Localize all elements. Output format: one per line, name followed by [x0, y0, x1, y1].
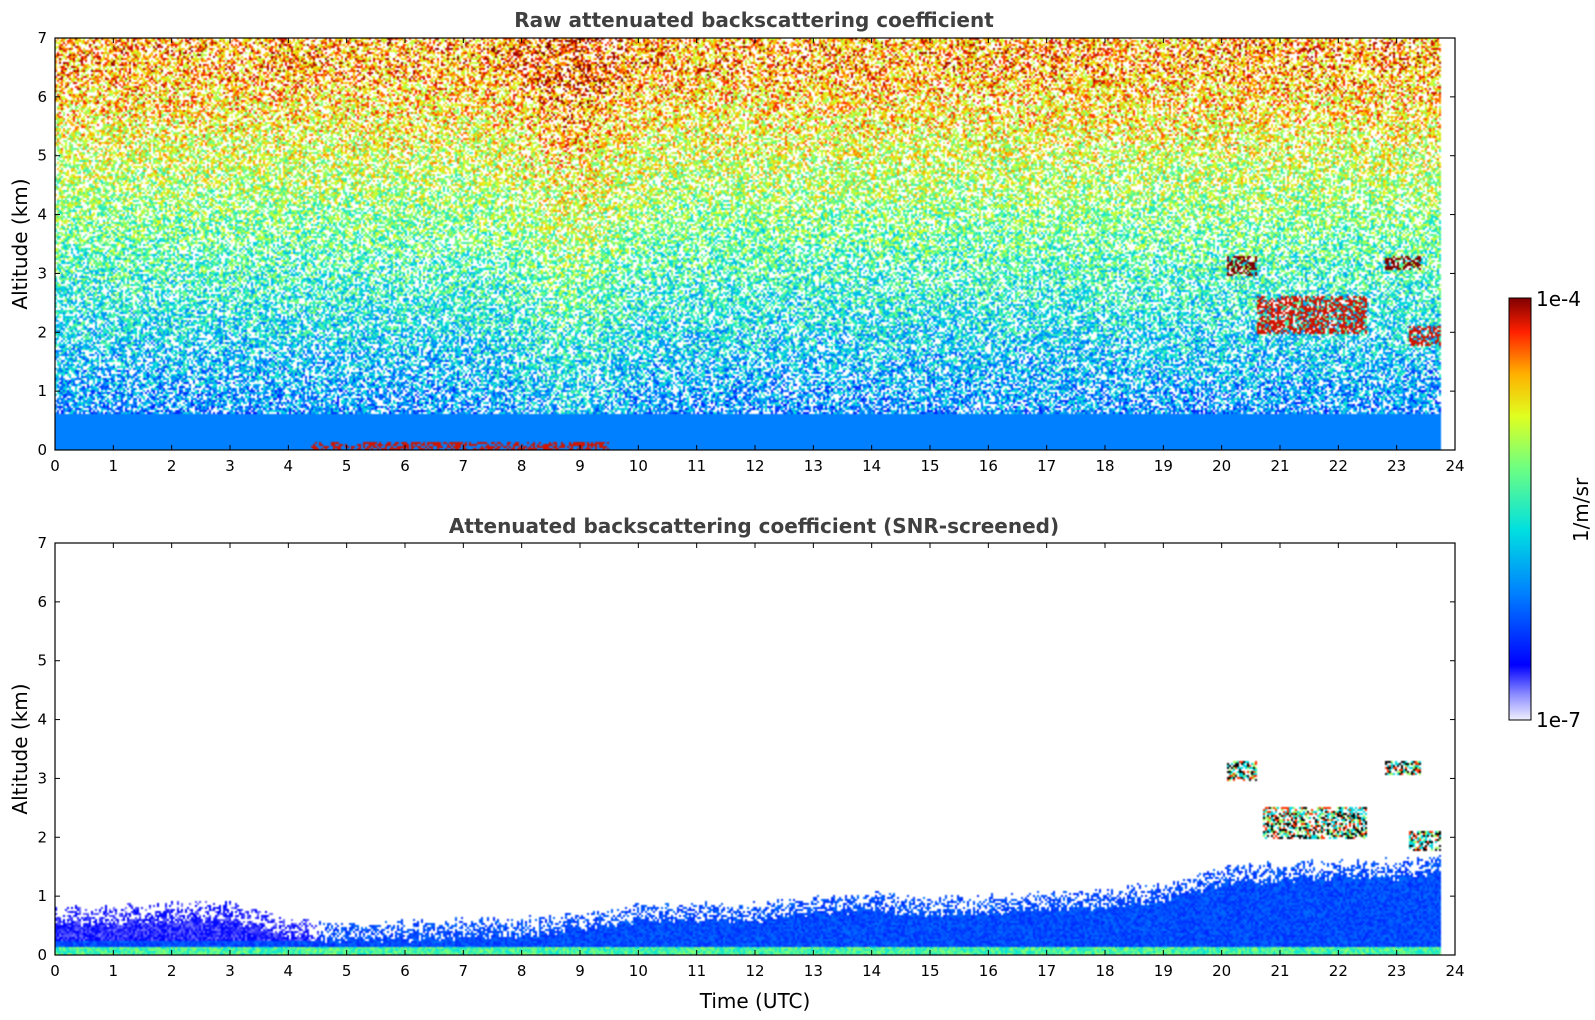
y-tick-label: 4: [37, 711, 47, 729]
x-tick-label: 12: [745, 457, 764, 475]
chart-title: Raw attenuated backscattering coefficien…: [514, 8, 994, 32]
x-tick-label: 4: [284, 457, 294, 475]
x-tick-label: 13: [804, 457, 823, 475]
y-tick-label: 0: [37, 441, 47, 459]
y-axis-ticks: 0 1 2 3 4 5 6 7: [37, 29, 1455, 459]
y-axis-label: Altitude (km): [8, 683, 32, 814]
x-tick-label: 0: [50, 457, 60, 475]
x-tick-label: 10: [629, 457, 648, 475]
y-tick-label: 1: [37, 382, 47, 400]
y-tick-label: 5: [37, 652, 47, 670]
colorbar-min-label: 1e-7: [1536, 708, 1581, 732]
x-tick-label: 18: [1095, 962, 1114, 980]
x-tick-label: 18: [1095, 457, 1114, 475]
x-tick-label: 24: [1445, 962, 1464, 980]
raw-backscatter-panel: Raw attenuated backscattering coefficien…: [8, 8, 1465, 475]
x-tick-label: 11: [687, 457, 706, 475]
x-tick-label: 3: [225, 457, 235, 475]
y-tick-label: 0: [37, 946, 47, 964]
x-tick-label: 9: [575, 962, 585, 980]
x-tick-label: 17: [1037, 962, 1056, 980]
x-tick-label: 24: [1445, 457, 1464, 475]
x-tick-label: 19: [1154, 962, 1173, 980]
x-tick-label: 15: [920, 457, 939, 475]
colorbar: 1e-4 1e-7 1/m/sr: [1508, 287, 1593, 732]
y-tick-label: 3: [37, 769, 47, 787]
x-tick-label: 14: [862, 962, 881, 980]
x-tick-label: 12: [745, 962, 764, 980]
x-tick-label: 17: [1037, 457, 1056, 475]
x-tick-label: 0: [50, 962, 60, 980]
x-axis-ticks: 0 1 2 3 4 5 6 7 8 9 10 11 12 13 14 15 16 17 18 19 20 21 22 23 24: [50, 543, 1465, 980]
x-tick-label: 1: [109, 457, 119, 475]
x-tick-label: 22: [1329, 962, 1348, 980]
x-tick-label: 8: [517, 962, 527, 980]
x-tick-label: 6: [400, 962, 410, 980]
x-axis-ticks: 0 1 2 3 4 5 6 7 8 9 10 11 12 13 14 15 16 17 18 19 20 21 22 23 24: [50, 38, 1465, 475]
x-tick-label: 7: [459, 962, 469, 980]
y-tick-label: 5: [37, 147, 47, 165]
x-tick-label: 6: [400, 457, 410, 475]
y-tick-label: 7: [37, 534, 47, 552]
y-tick-label: 6: [37, 593, 47, 611]
colorbar-gradient: [1508, 297, 1532, 721]
x-tick-label: 5: [342, 962, 352, 980]
x-tick-label: 11: [687, 962, 706, 980]
colorbar-unit-label: 1/m/sr: [1569, 477, 1593, 542]
y-axis-label: Altitude (km): [8, 178, 32, 309]
y-tick-label: 1: [37, 887, 47, 905]
x-tick-label: 22: [1329, 457, 1348, 475]
x-tick-label: 2: [167, 962, 177, 980]
x-tick-label: 4: [284, 962, 294, 980]
x-tick-label: 16: [979, 457, 998, 475]
x-tick-label: 16: [979, 962, 998, 980]
backscatter-heatmap: [55, 543, 1455, 955]
backscatter-heatmap: [55, 38, 1455, 450]
x-tick-label: 5: [342, 457, 352, 475]
x-tick-label: 15: [920, 962, 939, 980]
x-tick-label: 23: [1387, 457, 1406, 475]
y-axis-ticks: 0 1 2 3 4 5 6 7: [37, 534, 1455, 964]
snr-screened-panel: Attenuated backscattering coefficient (S…: [8, 514, 1465, 1013]
y-tick-label: 3: [37, 264, 47, 282]
chart-title: Attenuated backscattering coefficient (S…: [449, 514, 1059, 538]
x-tick-label: 7: [459, 457, 469, 475]
y-tick-label: 2: [37, 828, 47, 846]
colorbar-max-label: 1e-4: [1536, 287, 1581, 311]
x-tick-label: 2: [167, 457, 177, 475]
x-tick-label: 10: [629, 962, 648, 980]
y-tick-label: 7: [37, 29, 47, 47]
x-tick-label: 13: [804, 962, 823, 980]
x-tick-label: 8: [517, 457, 527, 475]
y-tick-label: 2: [37, 323, 47, 341]
x-tick-label: 21: [1270, 962, 1289, 980]
x-tick-label: 1: [109, 962, 119, 980]
y-tick-label: 6: [37, 88, 47, 106]
x-tick-label: 20: [1212, 457, 1231, 475]
x-tick-label: 21: [1270, 457, 1289, 475]
x-tick-label: 19: [1154, 457, 1173, 475]
x-axis-label: Time (UTC): [699, 989, 811, 1013]
x-tick-label: 20: [1212, 962, 1231, 980]
y-tick-label: 4: [37, 206, 47, 224]
x-tick-label: 3: [225, 962, 235, 980]
x-tick-label: 23: [1387, 962, 1406, 980]
x-tick-label: 14: [862, 457, 881, 475]
x-tick-label: 9: [575, 457, 585, 475]
